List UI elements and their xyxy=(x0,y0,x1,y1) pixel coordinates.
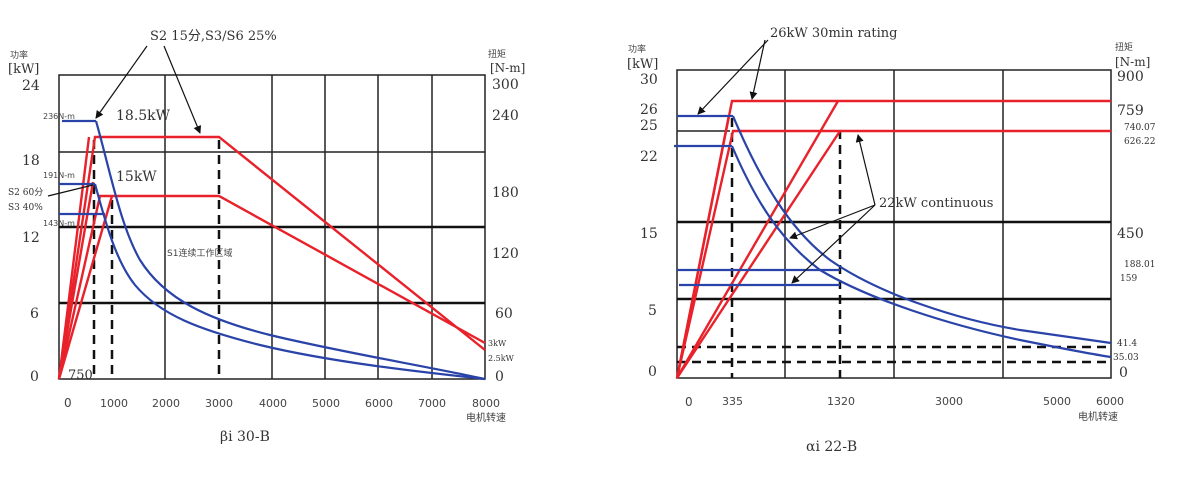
x-tick-335: 335 xyxy=(722,395,743,408)
chart-title: αi 22-B xyxy=(806,439,857,455)
x-tick-5000: 5000 xyxy=(1043,395,1071,408)
y-left-tick-18: 18 xyxy=(22,153,40,169)
y-right-tick-759: 759 xyxy=(1117,103,1144,119)
annotation-191nm: 191N-m xyxy=(43,171,75,180)
x-tick-6000: 6000 xyxy=(365,397,393,410)
annotation-22kw-continuous: 22kW continuous xyxy=(879,196,993,211)
y-left-tick-6: 6 xyxy=(30,306,39,322)
y-left-tick-0: 0 xyxy=(648,364,657,380)
x-tick-1000: 1000 xyxy=(100,397,128,410)
y-right-tick-159: 159 xyxy=(1120,274,1137,284)
y-left-tick-15: 15 xyxy=(640,226,658,242)
dashed-guides xyxy=(92,140,221,379)
y-left-unit: [kW] xyxy=(8,62,39,77)
dashed-guides xyxy=(677,118,1111,378)
x-tick-0: 0 xyxy=(685,395,693,409)
chart-title: βi 30-B xyxy=(220,429,270,445)
y-left-tick-24: 24 xyxy=(22,78,40,94)
y-right-tick-626-22: 626.22 xyxy=(1124,137,1156,147)
y-right-tick-120: 120 xyxy=(492,246,519,262)
annotation-2-5kw: 2.5kW xyxy=(488,354,515,363)
x-tick-0: 0 xyxy=(64,396,72,410)
y-right-tick-41-4: 41.4 xyxy=(1117,339,1137,349)
x-tick-8000: 8000 xyxy=(472,397,500,410)
annotation-26kw-30min: 26kW 30min rating xyxy=(770,26,898,41)
x-tick-3000: 3000 xyxy=(935,395,963,408)
annotation-143nm: 143N-m xyxy=(43,219,75,228)
y-right-tick-0: 0 xyxy=(495,369,504,385)
y-right-tick-35-03: 35.03 xyxy=(1113,353,1139,363)
x-tick-3000: 3000 xyxy=(205,397,233,410)
torque-curves xyxy=(674,114,1112,359)
y-left-unit-top: 功率 xyxy=(628,43,646,55)
y-right-tick-900: 900 xyxy=(1117,69,1144,85)
chart-beta-i-30b: 功率 [kW] 24 18 12 6 0 扭矩 [N-m] 300 240 18… xyxy=(8,29,525,445)
x-tick-6000: 6000 xyxy=(1096,395,1124,408)
annotation-s2-15min: S2 15分,S3/S6 25% xyxy=(150,29,277,44)
y-left-unit: [kW] xyxy=(627,57,658,72)
x-tick-1320: 1320 xyxy=(827,395,855,408)
annotation-s2-60min: S2 60分 xyxy=(8,187,43,198)
annotation-3kw: 3kW xyxy=(488,339,507,348)
y-left-tick-22: 22 xyxy=(640,149,658,165)
y-left-unit-top: 功率 xyxy=(10,49,28,61)
y-left-tick-30: 30 xyxy=(640,72,658,88)
x-axis-name: 电机转速 xyxy=(466,411,506,424)
annotation-236nm: 236N-m xyxy=(43,112,75,121)
x-tick-2000: 2000 xyxy=(152,397,180,410)
y-left-tick-26: 26 xyxy=(640,102,658,118)
y-right-tick-188-01: 188.01 xyxy=(1124,260,1156,270)
annotation-arrows xyxy=(47,45,202,197)
y-right-tick-0: 0 xyxy=(1119,365,1128,381)
annotation-15kw: 15kW xyxy=(116,169,157,185)
y-right-unit: [N-m] xyxy=(1115,55,1150,69)
annotation-s1-continuous-zone: S1连续工作区域 xyxy=(167,247,232,259)
grid xyxy=(676,69,1112,379)
torque-curves xyxy=(59,119,486,381)
annotation-arrows xyxy=(697,39,876,284)
x-tick-7000: 7000 xyxy=(418,397,446,410)
annotation-18-5kw: 18.5kW xyxy=(116,108,171,124)
y-right-unit-top: 扭矩 xyxy=(488,48,506,60)
power-curves xyxy=(57,135,486,380)
y-right-tick-60: 60 xyxy=(495,306,513,322)
y-right-unit: [N-m] xyxy=(490,61,525,75)
x-tick-5000: 5000 xyxy=(312,397,340,410)
chart-alpha-i-22b: 功率 [kW] 30 26 25 22 15 5 0 扭矩 [N-m] 900 … xyxy=(627,26,1156,455)
y-right-unit-top: 扭矩 xyxy=(1115,41,1133,53)
y-left-tick-12: 12 xyxy=(22,230,40,246)
y-left-tick-5: 5 xyxy=(648,303,657,319)
x-tick-4000: 4000 xyxy=(259,397,287,410)
y-right-tick-240: 240 xyxy=(492,108,519,124)
annotation-s3-40: S3 40% xyxy=(8,203,43,213)
y-right-tick-740-07: 740.07 xyxy=(1124,123,1156,133)
y-right-tick-180: 180 xyxy=(492,185,519,201)
y-left-tick-25: 25 xyxy=(640,118,658,134)
y-left-tick-0: 0 xyxy=(30,369,39,385)
x-axis-name: 电机转速 xyxy=(1078,410,1118,423)
y-right-tick-450: 450 xyxy=(1117,226,1144,242)
x-tick-750: 750 xyxy=(68,368,93,383)
grid xyxy=(58,74,486,380)
y-right-tick-300: 300 xyxy=(492,77,519,93)
